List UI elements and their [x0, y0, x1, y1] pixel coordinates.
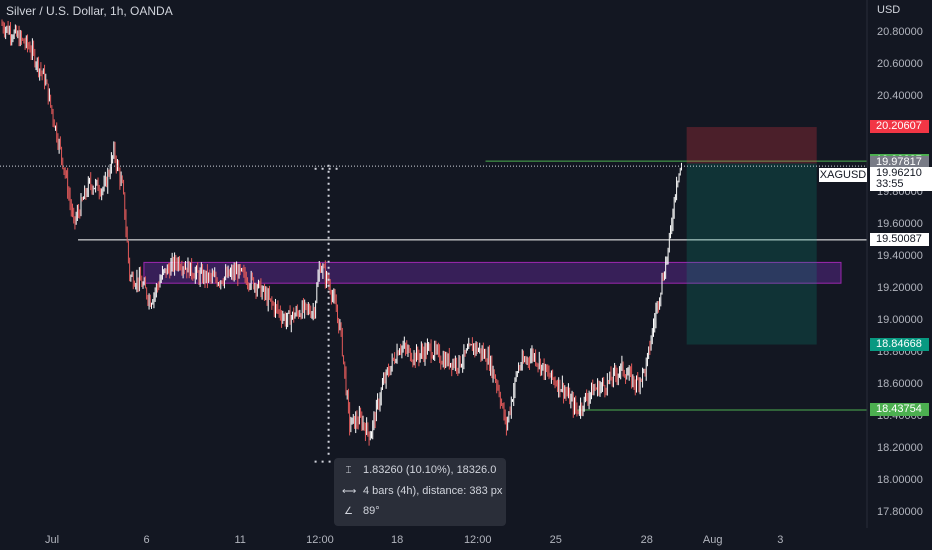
time-tick-label: 28 — [640, 534, 653, 546]
price-tick-label: 20.80000 — [877, 26, 923, 38]
time-tick-label: 12:00 — [306, 534, 334, 546]
time-tick-label: 25 — [549, 534, 562, 546]
price-tag: 20.20607 — [870, 120, 929, 134]
price-tag: 19.97817 — [870, 156, 929, 170]
bar-range-icon: ⟷ — [342, 485, 357, 497]
time-tick-label: 6 — [143, 534, 150, 546]
last-price-tag: 19.96210 33:55 — [870, 167, 932, 191]
tip-row-price: ⌶ 1.83260 (10.10%), 18326.0 — [342, 464, 497, 476]
position-layer — [0, 127, 867, 345]
price-tick-label: 18.20000 — [877, 442, 923, 454]
bar-countdown: 33:55 — [876, 178, 904, 190]
candles-layer — [1, 19, 682, 446]
tip-row-angle: ∠ 89° — [342, 505, 380, 517]
price-tick-label: 18.60000 — [877, 378, 923, 390]
chart-title: Silver / U.S. Dollar, 1h, OANDA — [6, 4, 173, 18]
price-tick-label: 19.40000 — [877, 250, 923, 262]
price-tick-label: 19.20000 — [877, 282, 923, 294]
time-tick-label: Jul — [44, 534, 60, 546]
measure-price-range: 1.83260 (10.10%), 18326.0 — [363, 464, 497, 476]
time-tick-label: 3 — [777, 534, 784, 546]
measure-layer — [314, 164, 343, 463]
last-price-value: 19.96210 — [876, 167, 922, 179]
price-tag: 18.84668 — [870, 337, 929, 351]
position-target-area[interactable] — [686, 163, 817, 345]
price-tick-label: 20.40000 — [877, 90, 923, 102]
measure-angle: 89° — [363, 505, 380, 517]
time-tick-label: Aug — [702, 534, 723, 546]
time-tick-label: 12:00 — [463, 534, 492, 546]
symbol-tag: XAGUSD — [819, 168, 867, 182]
price-tick-label: 18.00000 — [877, 474, 923, 486]
price-tick-label: 19.60000 — [877, 218, 923, 230]
time-tick-label: 18 — [390, 534, 404, 546]
tip-row-bars: ⟷ 4 bars (4h), distance: 383 px — [342, 485, 502, 497]
lines-layer — [78, 160, 867, 411]
measure-bars: 4 bars (4h), distance: 383 px — [363, 485, 503, 497]
angle-icon: ∠ — [344, 505, 353, 517]
price-tick-label: 19.00000 — [877, 314, 923, 326]
position-stop-area[interactable] — [686, 127, 817, 164]
price-tag: 18.43754 — [870, 402, 929, 416]
currency-label: USD — [877, 4, 901, 16]
price-range-icon: ⌶ — [345, 464, 352, 476]
price-tag: 19.50087 — [870, 232, 929, 246]
measure-tooltip: ⌶ 1.83260 (10.10%), 18326.0 ⟷ 4 bars (4h… — [334, 458, 506, 526]
price-tick-label: 20.60000 — [877, 58, 923, 70]
time-tick-label: 11 — [234, 534, 246, 546]
price-tick-label: 17.80000 — [877, 506, 923, 518]
